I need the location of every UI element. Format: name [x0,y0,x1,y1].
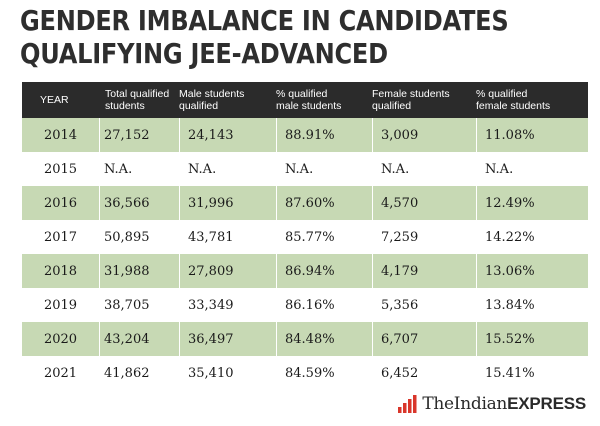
table-cell: 43,781 [179,220,276,254]
table-cell: 4,179 [372,254,476,288]
column-header: % qualified male students [276,82,372,118]
column-header: Male students qualified [179,82,276,118]
table-cell: N.A. [99,152,179,186]
year-cell: 2019 [43,297,78,313]
table-cell: 85.77% [276,220,372,254]
table-cell: 15.41% [476,356,588,390]
table-cell: 14.22% [476,220,588,254]
table-row: 2019 38,705 33,349 86.16% 5,356 13.84% [22,288,588,322]
table-cell: 35,410 [179,356,276,390]
table-cell: 88.91% [276,118,372,152]
table-cell: 24,143 [179,118,276,152]
table-cell: 27,809 [179,254,276,288]
table-cell: 12.49% [476,186,588,220]
table-cell: 41,862 [99,356,179,390]
table-cell: 7,259 [372,220,476,254]
table-row: 2020 43,204 36,497 84.48% 6,707 15.52% [22,322,588,356]
year-cell: 2014 [43,127,78,143]
table-body: 2014 27,152 24,143 88.91% 3,009 11.08% 2015 N.A… [22,118,588,390]
column-header: % qualified female students [476,82,588,118]
table-cell: 11.08% [476,118,588,152]
column-header-label: % qualified [276,88,328,100]
table-cell: 86.94% [276,254,372,288]
table-cell: 31,988 [99,254,179,288]
table-cell: 13.06% [476,254,588,288]
table-cell: N.A. [276,152,372,186]
column-header-label: Total qualified [105,88,170,100]
title-line-2: QUALIFYING JEE-ADVANCED [20,37,388,70]
column-header-label: Male students [179,88,245,100]
table-cell: 3,009 [372,118,476,152]
indian-express-logo-icon [398,395,417,413]
data-table: YEAR Total qualified students Male students… [22,82,588,390]
table-cell: 27,152 [99,118,179,152]
column-header-label: students [105,100,145,112]
brand-indian: Indian [453,394,508,414]
brand-wordmark: TheIndianEXPRESS [422,394,586,414]
year-cell: 2020 [43,331,78,347]
table-cell: 6,452 [372,356,476,390]
chart-title: GENDER IMBALANCE IN CANDIDATES QUALIFYIN… [20,4,510,70]
brand-the: The [422,394,454,414]
table-cell: 38,705 [99,288,179,322]
table-cell: 87.60% [276,186,372,220]
table-row: 2015 N.A. N.A. N.A. N.A. N.A. [22,152,588,186]
table-cell: 5,356 [372,288,476,322]
table-cell: 36,566 [99,186,179,220]
table-row: 2018 31,988 27,809 86.94% 4,179 13.06% [22,254,588,288]
table-cell: 50,895 [99,220,179,254]
column-header-label: qualified [372,100,412,112]
table-row: 2021 41,862 35,410 84.59% 6,452 15.41% [22,356,588,390]
year-cell: 2015 [43,161,78,177]
table-cell: N.A. [476,152,588,186]
year-cell: 2016 [43,195,78,211]
column-header-label: Female students [372,88,450,100]
table-cell: 36,497 [179,322,276,356]
table-cell: 33,349 [179,288,276,322]
table-row: 2017 50,895 43,781 85.77% 7,259 14.22% [22,220,588,254]
year-cell: 2017 [43,229,78,245]
table-cell: 15.52% [476,322,588,356]
column-header-label: male students [276,100,342,112]
table-cell: 13.84% [476,288,588,322]
table-row: 2016 36,566 31,996 87.60% 4,570 12.49% [22,186,588,220]
table-cell: N.A. [179,152,276,186]
column-header-label: % qualified [476,88,528,100]
table-cell: 43,204 [99,322,179,356]
column-header-label: female students [476,100,551,112]
table-cell: 84.59% [276,356,372,390]
year-cell: 2021 [43,365,78,381]
brand-express: EXPRESS [507,394,586,413]
column-header-label: qualified [179,100,219,112]
column-header: Female students qualified [372,82,476,118]
column-header: YEAR [22,82,99,118]
brand-logo: TheIndianEXPRESS [396,390,586,418]
column-header-label: YEAR [40,94,69,106]
table-cell: 31,996 [179,186,276,220]
table-cell: 6,707 [372,322,476,356]
year-cell: 2018 [43,263,78,279]
table-cell: N.A. [372,152,476,186]
table-cell: 4,570 [372,186,476,220]
table-cell: 84.48% [276,322,372,356]
table-row: 2014 27,152 24,143 88.91% 3,009 11.08% [22,118,588,152]
column-header: Total qualified students [99,82,179,118]
table-cell: 86.16% [276,288,372,322]
title-line-1: GENDER IMBALANCE IN CANDIDATES [20,4,509,37]
table-header: YEAR Total qualified students Male students… [22,82,588,118]
